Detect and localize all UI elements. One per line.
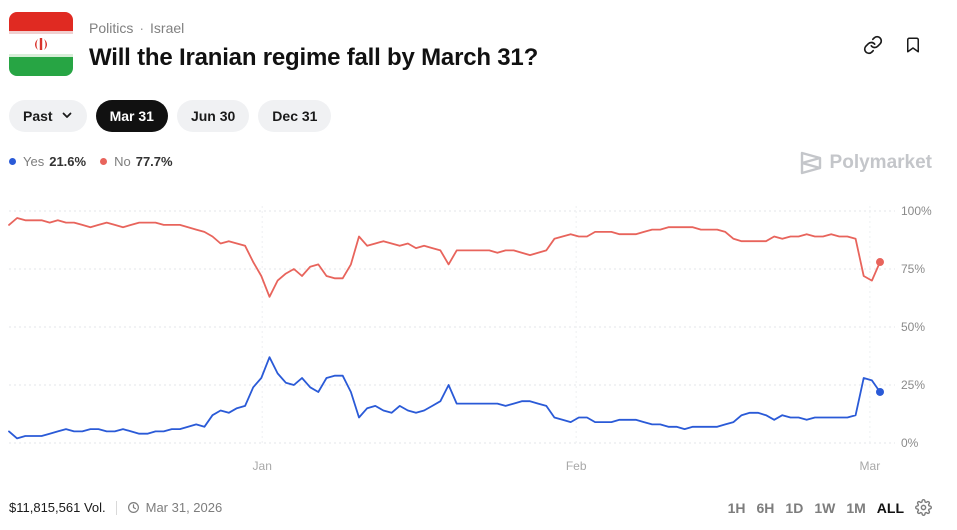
end-date-text: Mar 31, 2026 — [145, 500, 223, 515]
range-6h[interactable]: 6H — [756, 499, 775, 516]
end-date: Mar 31, 2026 — [127, 500, 223, 515]
gear-icon — [915, 499, 932, 516]
legend-item-yes: Yes 21.6% — [9, 154, 86, 169]
past-label: Past — [23, 108, 53, 124]
y-tick-label: 25% — [901, 378, 925, 392]
series-end-marker-yes — [876, 387, 884, 396]
breadcrumb-item-politics[interactable]: Politics — [89, 20, 134, 36]
breadcrumb: Politics · Israel — [89, 20, 184, 36]
range-1d[interactable]: 1D — [785, 499, 804, 516]
date-pill-jun-30[interactable]: Jun 30 — [176, 100, 250, 132]
link-icon — [863, 35, 883, 55]
series-line-no[interactable] — [8, 217, 881, 298]
legend-value-no: 77.7% — [135, 154, 173, 169]
iran-flag-icon — [9, 12, 73, 76]
date-selector: Past Mar 31 Jun 30 Dec 31 — [9, 100, 332, 132]
bookmark-button[interactable] — [901, 33, 925, 57]
volume-text: $11,815,561 Vol. — [9, 500, 106, 515]
series-line-yes[interactable] — [8, 356, 881, 440]
copy-link-button[interactable] — [861, 33, 885, 57]
bookmark-icon — [907, 37, 919, 53]
breadcrumb-item-israel[interactable]: Israel — [150, 20, 185, 36]
polymarket-watermark: Polymarket — [800, 151, 932, 175]
breadcrumb-separator: · — [139, 20, 145, 36]
past-dropdown-button[interactable]: Past — [9, 100, 87, 132]
polymarket-logo-icon — [800, 151, 821, 175]
y-tick-label: 50% — [901, 320, 925, 334]
x-tick-label: Mar — [860, 459, 881, 473]
x-tick-label: Feb — [566, 459, 587, 473]
legend-value-yes: 21.6% — [49, 154, 87, 169]
market-flag-image — [9, 12, 73, 76]
y-tick-label: 75% — [901, 262, 925, 276]
x-tick-label: Jan — [253, 459, 272, 473]
legend-dot-yes — [9, 158, 16, 165]
clock-icon — [127, 502, 139, 513]
date-pill-dec-31[interactable]: Dec 31 — [258, 100, 332, 132]
legend-name-yes: Yes — [23, 154, 45, 169]
market-footer: $11,815,561 Vol. Mar 31, 2026 — [9, 500, 222, 515]
chevron-down-icon — [61, 108, 73, 124]
page-title: Will the Iranian regime fall by March 31… — [89, 44, 539, 71]
range-1w[interactable]: 1W — [814, 499, 836, 516]
range-1m[interactable]: 1M — [846, 499, 866, 516]
time-range-selector: 1H 6H 1D 1W 1M ALL — [728, 499, 932, 516]
legend-dot-no — [100, 158, 108, 165]
legend-name-no: No — [114, 154, 131, 169]
legend-item-no: No 77.7% — [100, 154, 173, 169]
y-tick-label: 100% — [901, 204, 932, 218]
date-pill-mar-31[interactable]: Mar 31 — [95, 100, 168, 132]
brand-name: Polymarket — [829, 152, 932, 173]
range-all[interactable]: ALL — [876, 499, 904, 516]
series-end-marker-no — [876, 258, 884, 267]
footer-divider — [115, 500, 117, 515]
chart-legend: Yes 21.6% No 77.7% — [9, 154, 173, 169]
chart-settings-button[interactable] — [915, 499, 932, 516]
price-history-chart[interactable]: 100% 75% 50% 25% 0% Jan Feb Mar — [0, 190, 957, 490]
range-1h[interactable]: 1H — [727, 499, 746, 516]
y-tick-label: 0% — [901, 436, 919, 450]
